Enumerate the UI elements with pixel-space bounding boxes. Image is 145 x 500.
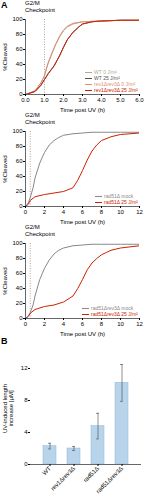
html-text:Checkpoint: Checkpoint (25, 231, 55, 237)
svg-text:UV-induced lengthincrease [µM]: UV-induced lengthincrease [µM] (2, 384, 14, 433)
svg-text:8: 8 (100, 321, 104, 327)
svg-text:0: 0 (24, 321, 28, 327)
svg-text:4: 4 (24, 429, 28, 435)
svg-text:0: 0 (24, 461, 28, 467)
svg-text:2: 2 (43, 209, 47, 215)
svg-text:12: 12 (136, 209, 143, 215)
svg-text:40: 40 (16, 173, 23, 179)
svg-text:5.0: 5.0 (116, 97, 125, 103)
svg-text:rev1Δrev3Δ: rev1Δrev3Δ (50, 465, 76, 491)
svg-text:80: 80 (16, 31, 23, 37)
svg-text:4.0: 4.0 (97, 97, 106, 103)
html-text:G2/M: G2/M (25, 112, 40, 118)
html-text:Checkpoint: Checkpoint (25, 7, 55, 13)
svg-text:6.0: 6.0 (135, 97, 144, 103)
svg-text:rad51Δrev3Δ: rad51Δrev3Δ (95, 465, 124, 494)
html-text:WT 25 J/m²: WT 25 J/m² (94, 75, 120, 81)
svg-text:80: 80 (16, 255, 23, 261)
svg-text:10: 10 (117, 209, 124, 215)
svg-text:3.0: 3.0 (78, 97, 87, 103)
svg-text:6: 6 (81, 321, 85, 327)
svg-text:2.0: 2.0 (59, 97, 68, 103)
svg-text:%Cleaved: %Cleaved (2, 267, 8, 294)
svg-text:60: 60 (16, 158, 23, 164)
svg-text:80: 80 (16, 143, 23, 149)
html-text:rev1Δrev3Δ 25 J/m²: rev1Δrev3Δ 25 J/m² (94, 87, 138, 93)
html-text:rad51Δrev3Δ 25 J/m²: rad51Δrev3Δ 25 J/m² (91, 311, 138, 317)
svg-text:40: 40 (16, 285, 23, 291)
svg-text:0: 0 (19, 315, 23, 321)
svg-text:8: 8 (100, 209, 104, 215)
svg-text:100: 100 (12, 16, 23, 22)
svg-text:60: 60 (16, 46, 23, 52)
svg-text:0: 0 (24, 209, 28, 215)
html-text:rev1Δrev3Δ 0 J/m²: rev1Δrev3Δ 0 J/m² (94, 81, 136, 87)
svg-text:0: 0 (19, 203, 23, 209)
svg-text:4: 4 (62, 321, 66, 327)
svg-text:rad51Δ: rad51Δ (82, 465, 100, 483)
svg-text:40: 40 (16, 61, 23, 67)
svg-text:%Cleaved: %Cleaved (2, 155, 8, 182)
svg-text:2: 2 (43, 321, 47, 327)
svg-text:Time post UV (h): Time post UV (h) (60, 107, 105, 113)
svg-text:8: 8 (24, 397, 28, 403)
html-text:rad51Δrev3Δ mock: rad51Δrev3Δ mock (91, 305, 134, 311)
html-text:B: B (1, 336, 8, 346)
svg-text:100: 100 (12, 240, 23, 246)
svg-text:Time post UV (h): Time post UV (h) (60, 331, 105, 337)
svg-text:10: 10 (117, 321, 124, 327)
svg-text:20: 20 (16, 76, 23, 82)
html-text:rad51Δ 25 J/m²: rad51Δ 25 J/m² (104, 199, 138, 205)
html-text:WT 0 J/m²: WT 0 J/m² (94, 69, 117, 75)
html-text:G2/M: G2/M (25, 0, 40, 6)
html-text:Checkpoint: Checkpoint (25, 119, 55, 125)
svg-text:Time post UV (h): Time post UV (h) (60, 219, 105, 225)
html-text:rad51Δ mock: rad51Δ mock (104, 193, 134, 199)
svg-text:12: 12 (21, 365, 28, 371)
html-text:G2/M: G2/M (25, 224, 40, 230)
svg-text:1.0: 1.0 (40, 97, 49, 103)
svg-text:0: 0 (19, 91, 23, 98)
svg-text:0.0: 0.0 (21, 97, 30, 103)
svg-text:100: 100 (12, 128, 23, 134)
svg-text:4: 4 (62, 209, 66, 215)
svg-text:%Cleaved: %Cleaved (2, 43, 8, 70)
svg-text:20: 20 (16, 300, 23, 306)
svg-text:60: 60 (16, 270, 23, 276)
html-text:A: A (1, 0, 8, 10)
svg-text:6: 6 (81, 209, 85, 215)
svg-text:20: 20 (16, 188, 23, 194)
svg-text:12: 12 (136, 321, 143, 327)
svg-text:WT: WT (41, 465, 52, 476)
